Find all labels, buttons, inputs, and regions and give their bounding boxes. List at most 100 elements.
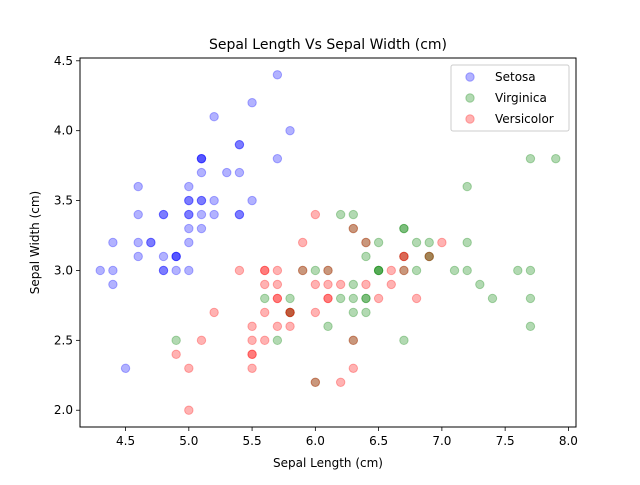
legend-box: [450, 64, 570, 132]
data-point: [171, 349, 181, 360]
data-point: [348, 307, 359, 318]
legend: Setosa Virginica Versicolor: [450, 64, 570, 132]
data-point: [234, 209, 245, 220]
y-tick-label: 4.5: [54, 54, 73, 68]
data-point: [373, 293, 384, 304]
data-point: [373, 237, 384, 248]
data-point: [525, 153, 536, 164]
data-point: [285, 125, 295, 136]
data-point: [272, 279, 283, 290]
data-point: [462, 181, 472, 192]
x-tick-label: 6.0: [306, 434, 325, 448]
data-point: [184, 363, 194, 373]
data-point: [399, 251, 409, 262]
data-point: [361, 251, 371, 262]
data-point: [95, 265, 105, 276]
data-point: [399, 251, 409, 262]
y-tick-label: 4.0: [54, 124, 73, 138]
data-point: [196, 335, 207, 346]
data-point: [272, 293, 283, 304]
data-point: [285, 307, 295, 318]
data-point: [348, 279, 359, 290]
data-point: [323, 321, 333, 332]
data-point: [184, 209, 194, 220]
data-point: [399, 251, 409, 262]
data-point: [171, 251, 181, 262]
data-point: [373, 265, 384, 276]
y-axis-ticks: 2.0 2.5 3.0 3.5 4.0 4.5: [54, 54, 80, 417]
data-point: [234, 167, 245, 178]
data-point: [196, 195, 207, 206]
data-point: [525, 321, 536, 332]
data-point: [146, 237, 156, 248]
data-point: [335, 209, 346, 220]
data-point: [399, 335, 409, 346]
data-point: [424, 237, 434, 248]
data-point: [260, 335, 270, 346]
data-point: [272, 153, 283, 164]
data-point: [196, 223, 207, 234]
data-point: [234, 139, 245, 150]
data-point: [133, 209, 143, 220]
data-point: [196, 153, 207, 164]
data-point: [184, 195, 194, 206]
data-point: [462, 265, 472, 276]
data-point: [260, 279, 270, 290]
data-point: [361, 293, 371, 304]
data-point: [171, 265, 181, 276]
data-point: [184, 181, 194, 192]
data-point: [247, 349, 257, 360]
data-point: [323, 293, 333, 304]
data-point: [525, 293, 536, 304]
data-point: [247, 98, 257, 108]
data-point: [411, 265, 422, 276]
data-point: [449, 265, 460, 276]
data-point: [247, 349, 257, 360]
data-point: [386, 265, 396, 276]
data-point: [335, 377, 346, 387]
data-point: [234, 209, 245, 220]
data-point: [310, 307, 321, 318]
data-point: [108, 265, 118, 276]
chart-title: Sepal Length Vs Sepal Width (cm): [209, 37, 447, 53]
data-point: [272, 293, 283, 304]
data-point: [108, 279, 118, 290]
data-point: [525, 265, 536, 276]
legend-label: Setosa: [495, 70, 536, 84]
data-point: [310, 377, 321, 387]
data-point: [399, 223, 409, 234]
data-point: [373, 265, 384, 276]
data-point: [348, 223, 359, 234]
data-point: [361, 237, 371, 248]
legend-marker: [465, 72, 475, 82]
x-tick-label: 8.0: [559, 434, 578, 448]
data-point: [285, 321, 295, 332]
data-point: [424, 251, 434, 262]
data-point: [462, 237, 472, 248]
data-point: [108, 237, 118, 248]
data-point: [146, 237, 156, 248]
data-point: [133, 237, 143, 248]
data-point: [361, 293, 371, 304]
data-point: [285, 293, 295, 304]
data-point: [222, 167, 232, 178]
data-point: [260, 265, 270, 276]
y-tick-label: 2.0: [54, 403, 73, 417]
data-point: [335, 293, 346, 304]
data-point: [285, 307, 295, 318]
data-point: [158, 209, 169, 220]
y-tick-label: 3.0: [54, 263, 73, 277]
data-point: [158, 209, 169, 220]
legend-marker: [465, 93, 475, 103]
y-axis-label: Sepal Width (cm): [28, 191, 42, 294]
data-point: [399, 265, 409, 276]
data-point: [171, 335, 181, 346]
data-point: [234, 265, 245, 276]
legend-label: Versicolor: [495, 112, 554, 126]
x-tick-label: 4.5: [116, 434, 135, 448]
data-point: [272, 70, 283, 80]
data-point: [171, 251, 181, 262]
data-point: [184, 223, 194, 234]
data-point: [247, 195, 257, 206]
